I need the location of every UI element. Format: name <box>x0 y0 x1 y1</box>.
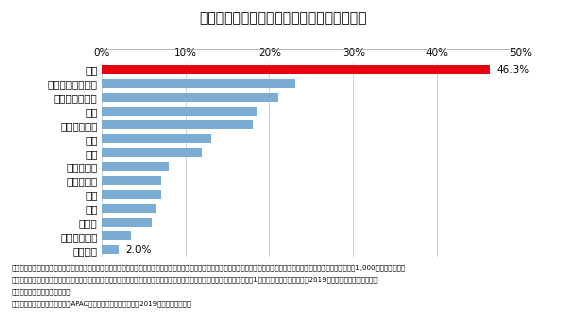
Bar <box>102 190 161 199</box>
Text: （注）対象地域は、中国、韓国、台湾、香港、日本、タイ、フィリピン、インドネシア、マレーシア、シンガポール、ベトナム、インド、オーストラリア、ニュージーランド（各: （注）対象地域は、中国、韓国、台湾、香港、日本、タイ、フィリピン、インドネシア、… <box>11 264 406 271</box>
Bar <box>102 176 161 185</box>
Bar <box>102 93 278 102</box>
Bar <box>102 231 131 240</box>
Bar <box>102 148 203 157</box>
Bar <box>102 65 490 74</box>
Bar <box>102 204 156 213</box>
Text: 査対象は、２０～６９歳男女で、就業しており、対象国に３年以上在住している者。なお、日本は、別途実施した「働く1万人の就業・成長定点調査2019」から東京、大阪、: 査対象は、２０～６９歳男女で、就業しており、対象国に３年以上在住している者。なお… <box>11 276 378 283</box>
Bar <box>102 245 119 254</box>
Text: 2.0%: 2.0% <box>125 245 152 255</box>
Bar <box>102 162 169 171</box>
Bar <box>102 79 294 88</box>
Text: 社外学習・自己問発を行っていない人の割合: 社外学習・自己問発を行っていない人の割合 <box>199 11 367 25</box>
Bar <box>102 218 152 227</box>
Bar <box>102 134 211 143</box>
Text: データを抜出して利用。: データを抜出して利用。 <box>11 288 71 295</box>
Text: （出所）パーソル総合研究所『APAC就業実態・成長意識調査（2019年）』より作成。: （出所）パーソル総合研究所『APAC就業実態・成長意識調査（2019年）』より作… <box>11 300 191 307</box>
Bar <box>102 121 252 130</box>
Text: 46.3%: 46.3% <box>496 64 530 74</box>
Bar <box>102 107 257 115</box>
